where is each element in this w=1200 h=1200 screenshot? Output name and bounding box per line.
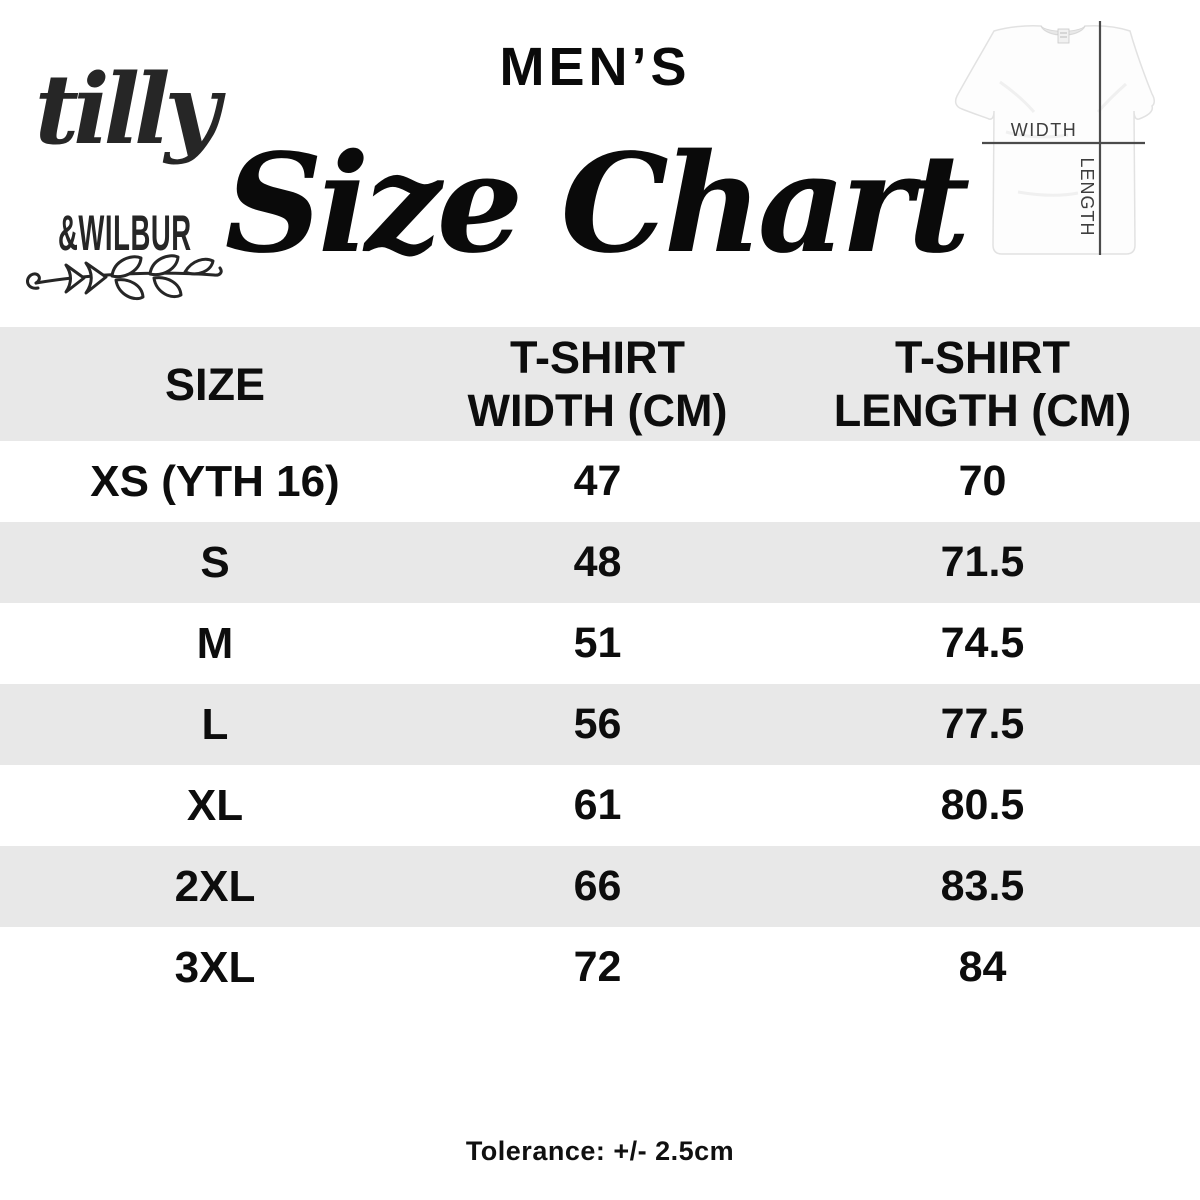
length-value-cell: 84: [958, 943, 1007, 991]
table-row: 2XL 66 83.5: [0, 846, 1200, 927]
length-value-cell: 70: [958, 457, 1007, 505]
width-value-cell: 61: [573, 781, 622, 829]
neck-tag: [1057, 28, 1070, 44]
length-value-cell: 74.5: [940, 619, 1025, 667]
size-cell: XL: [186, 780, 244, 830]
table-row: 3XL 72 84: [0, 927, 1200, 1008]
table-header-row: SIZE T-SHIRT WIDTH (CM) T-SHIRT LENGTH (…: [0, 327, 1200, 441]
tshirt-measurement-diagram: WIDTH LENGTH: [954, 21, 1155, 255]
size-cell: L: [201, 699, 229, 749]
length-axis-label: LENGTH: [1077, 157, 1097, 236]
size-col-header: SIZE: [164, 358, 266, 410]
page-title: Size Chart: [224, 124, 971, 284]
table-row: XL 61 80.5: [0, 765, 1200, 846]
size-cell: S: [200, 537, 230, 587]
tolerance-note: Tolerance: +/- 2.5cm: [465, 1136, 735, 1166]
length-value-cell: 80.5: [940, 781, 1025, 829]
length-value-cell: 77.5: [940, 700, 1025, 748]
length-value-cell: 83.5: [940, 862, 1025, 910]
brand-name-script: tilly: [34, 53, 221, 166]
table-row: L 56 77.5: [0, 684, 1200, 765]
table-row: M 51 74.5: [0, 603, 1200, 684]
width-value-cell: 66: [573, 862, 622, 910]
width-axis-label: WIDTH: [1011, 120, 1077, 140]
brand-logo: tilly &WILBUR: [22, 60, 227, 310]
collar: [1040, 25, 1086, 36]
size-cell: XS (YTH 16): [90, 456, 340, 506]
size-cell: 2XL: [174, 861, 256, 911]
laurel-branch-icon: [26, 254, 223, 301]
width-value-cell: 48: [573, 538, 622, 586]
tshirt-photo: [954, 25, 1155, 255]
width-value-cell: 51: [573, 619, 622, 667]
width-col-header: T-SHIRT WIDTH (CM): [467, 332, 728, 436]
width-value-cell: 56: [573, 700, 622, 748]
size-table: SIZE T-SHIRT WIDTH (CM) T-SHIRT LENGTH (…: [0, 327, 1200, 1008]
width-value-cell: 47: [573, 457, 622, 505]
width-value-cell: 72: [573, 943, 622, 991]
length-value-cell: 71.5: [940, 538, 1025, 586]
size-cell: 3XL: [174, 942, 256, 992]
category-title: MEN’S: [499, 37, 691, 97]
table-row: XS (YTH 16) 47 70: [0, 441, 1200, 522]
length-col-header: T-SHIRT LENGTH (CM): [833, 332, 1132, 436]
table-row: S 48 71.5: [0, 522, 1200, 603]
size-cell: M: [196, 618, 234, 668]
